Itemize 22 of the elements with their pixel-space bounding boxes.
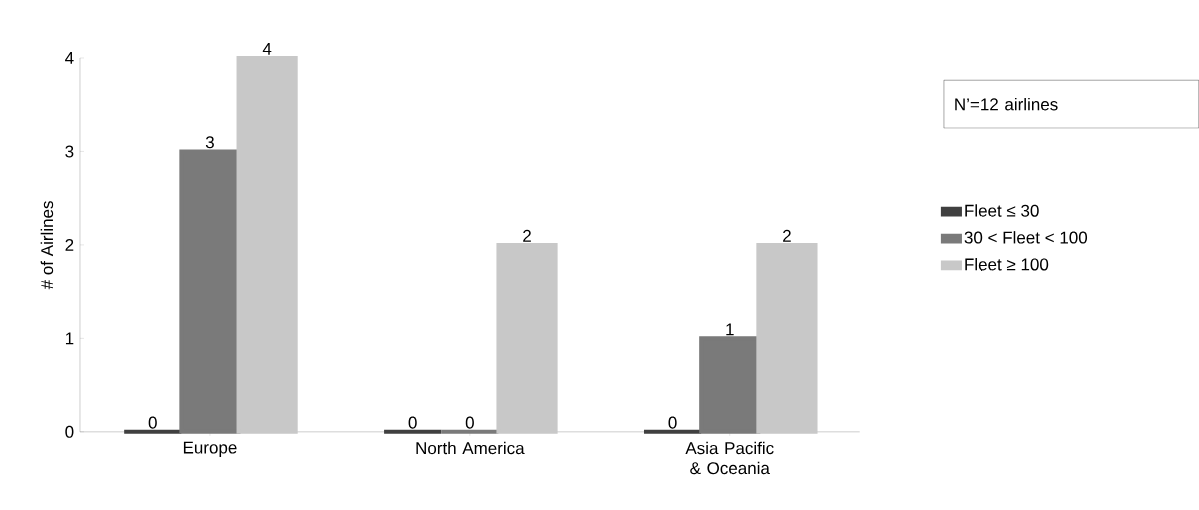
y-tick-label: 3: [65, 145, 74, 158]
y-tick-label: 2: [65, 239, 74, 251]
y-tick-label: 0: [65, 425, 74, 438]
x-tick-label: North America: [416, 441, 525, 455]
data-label: 4: [262, 43, 272, 55]
data-label: 0: [668, 416, 677, 429]
y-tick-label: 1: [65, 332, 74, 345]
legend-label: 30 < Fleet < 100: [964, 231, 1088, 244]
legend-label: Fleet ≤ 30: [965, 204, 1039, 217]
data-label: 2: [783, 229, 791, 242]
legend-label: Fleet ≥ 100: [965, 258, 1049, 271]
data-label: 0: [148, 416, 157, 429]
data-label: 3: [205, 136, 214, 149]
data-label: 2: [523, 229, 531, 242]
x-tick-label: Europe: [183, 441, 237, 458]
x-tick-label: Asia Pacific & Oceania: [685, 441, 774, 475]
y-tick-label: 4: [65, 52, 74, 64]
data-label: 0: [465, 416, 474, 429]
data-label: 1: [726, 323, 734, 336]
y-axis-title: # of Airlines: [40, 201, 54, 290]
text: N’=12 airlines: [955, 98, 1058, 111]
data-label: 0: [408, 416, 417, 429]
